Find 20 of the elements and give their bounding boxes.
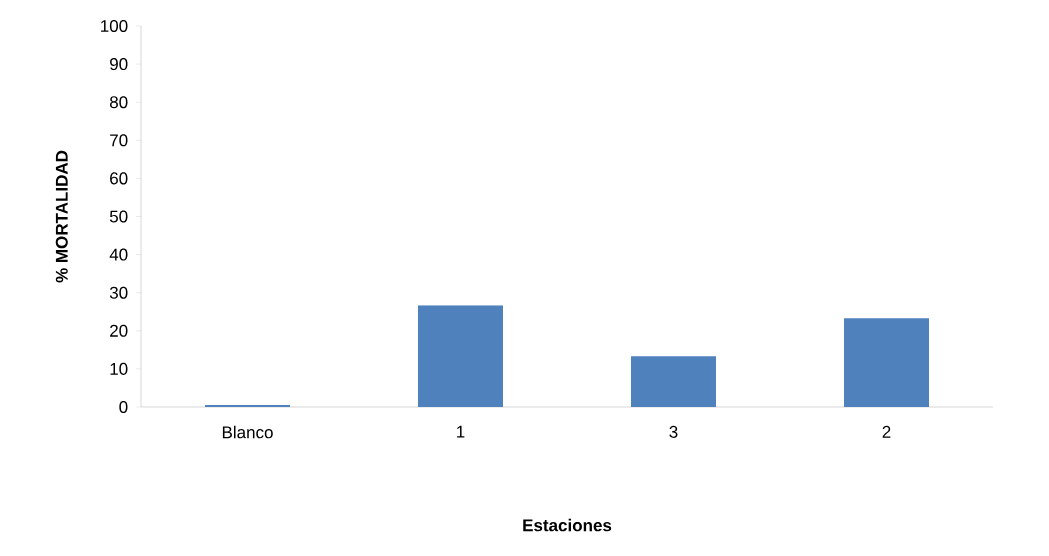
y-tick-label: 70 [110,134,128,147]
x-tick-label: Blanco [222,425,273,439]
bar [631,356,716,407]
y-tick-label: 80 [109,96,128,109]
x-tick-label: 3 [669,425,678,438]
y-tick-label: 20 [110,324,128,337]
y-tick-label: 0 [119,400,128,414]
bar [418,305,504,407]
y-tick-label: 10 [110,362,128,375]
y-tick-label: 90 [110,58,128,71]
x-tick-label: 2 [882,425,891,438]
y-tick-label: 30 [109,286,128,299]
y-tick-label: 40 [109,248,128,261]
x-tick-label: 1 [457,425,465,438]
y-tick-label: 60 [110,172,128,185]
x-axis-title: Estaciones [523,518,612,532]
y-tick-label: 100 [101,19,128,33]
y-axis-title: % MORTALIDAD [55,150,68,283]
bar [844,318,929,407]
y-tick-label: 50 [109,210,128,223]
